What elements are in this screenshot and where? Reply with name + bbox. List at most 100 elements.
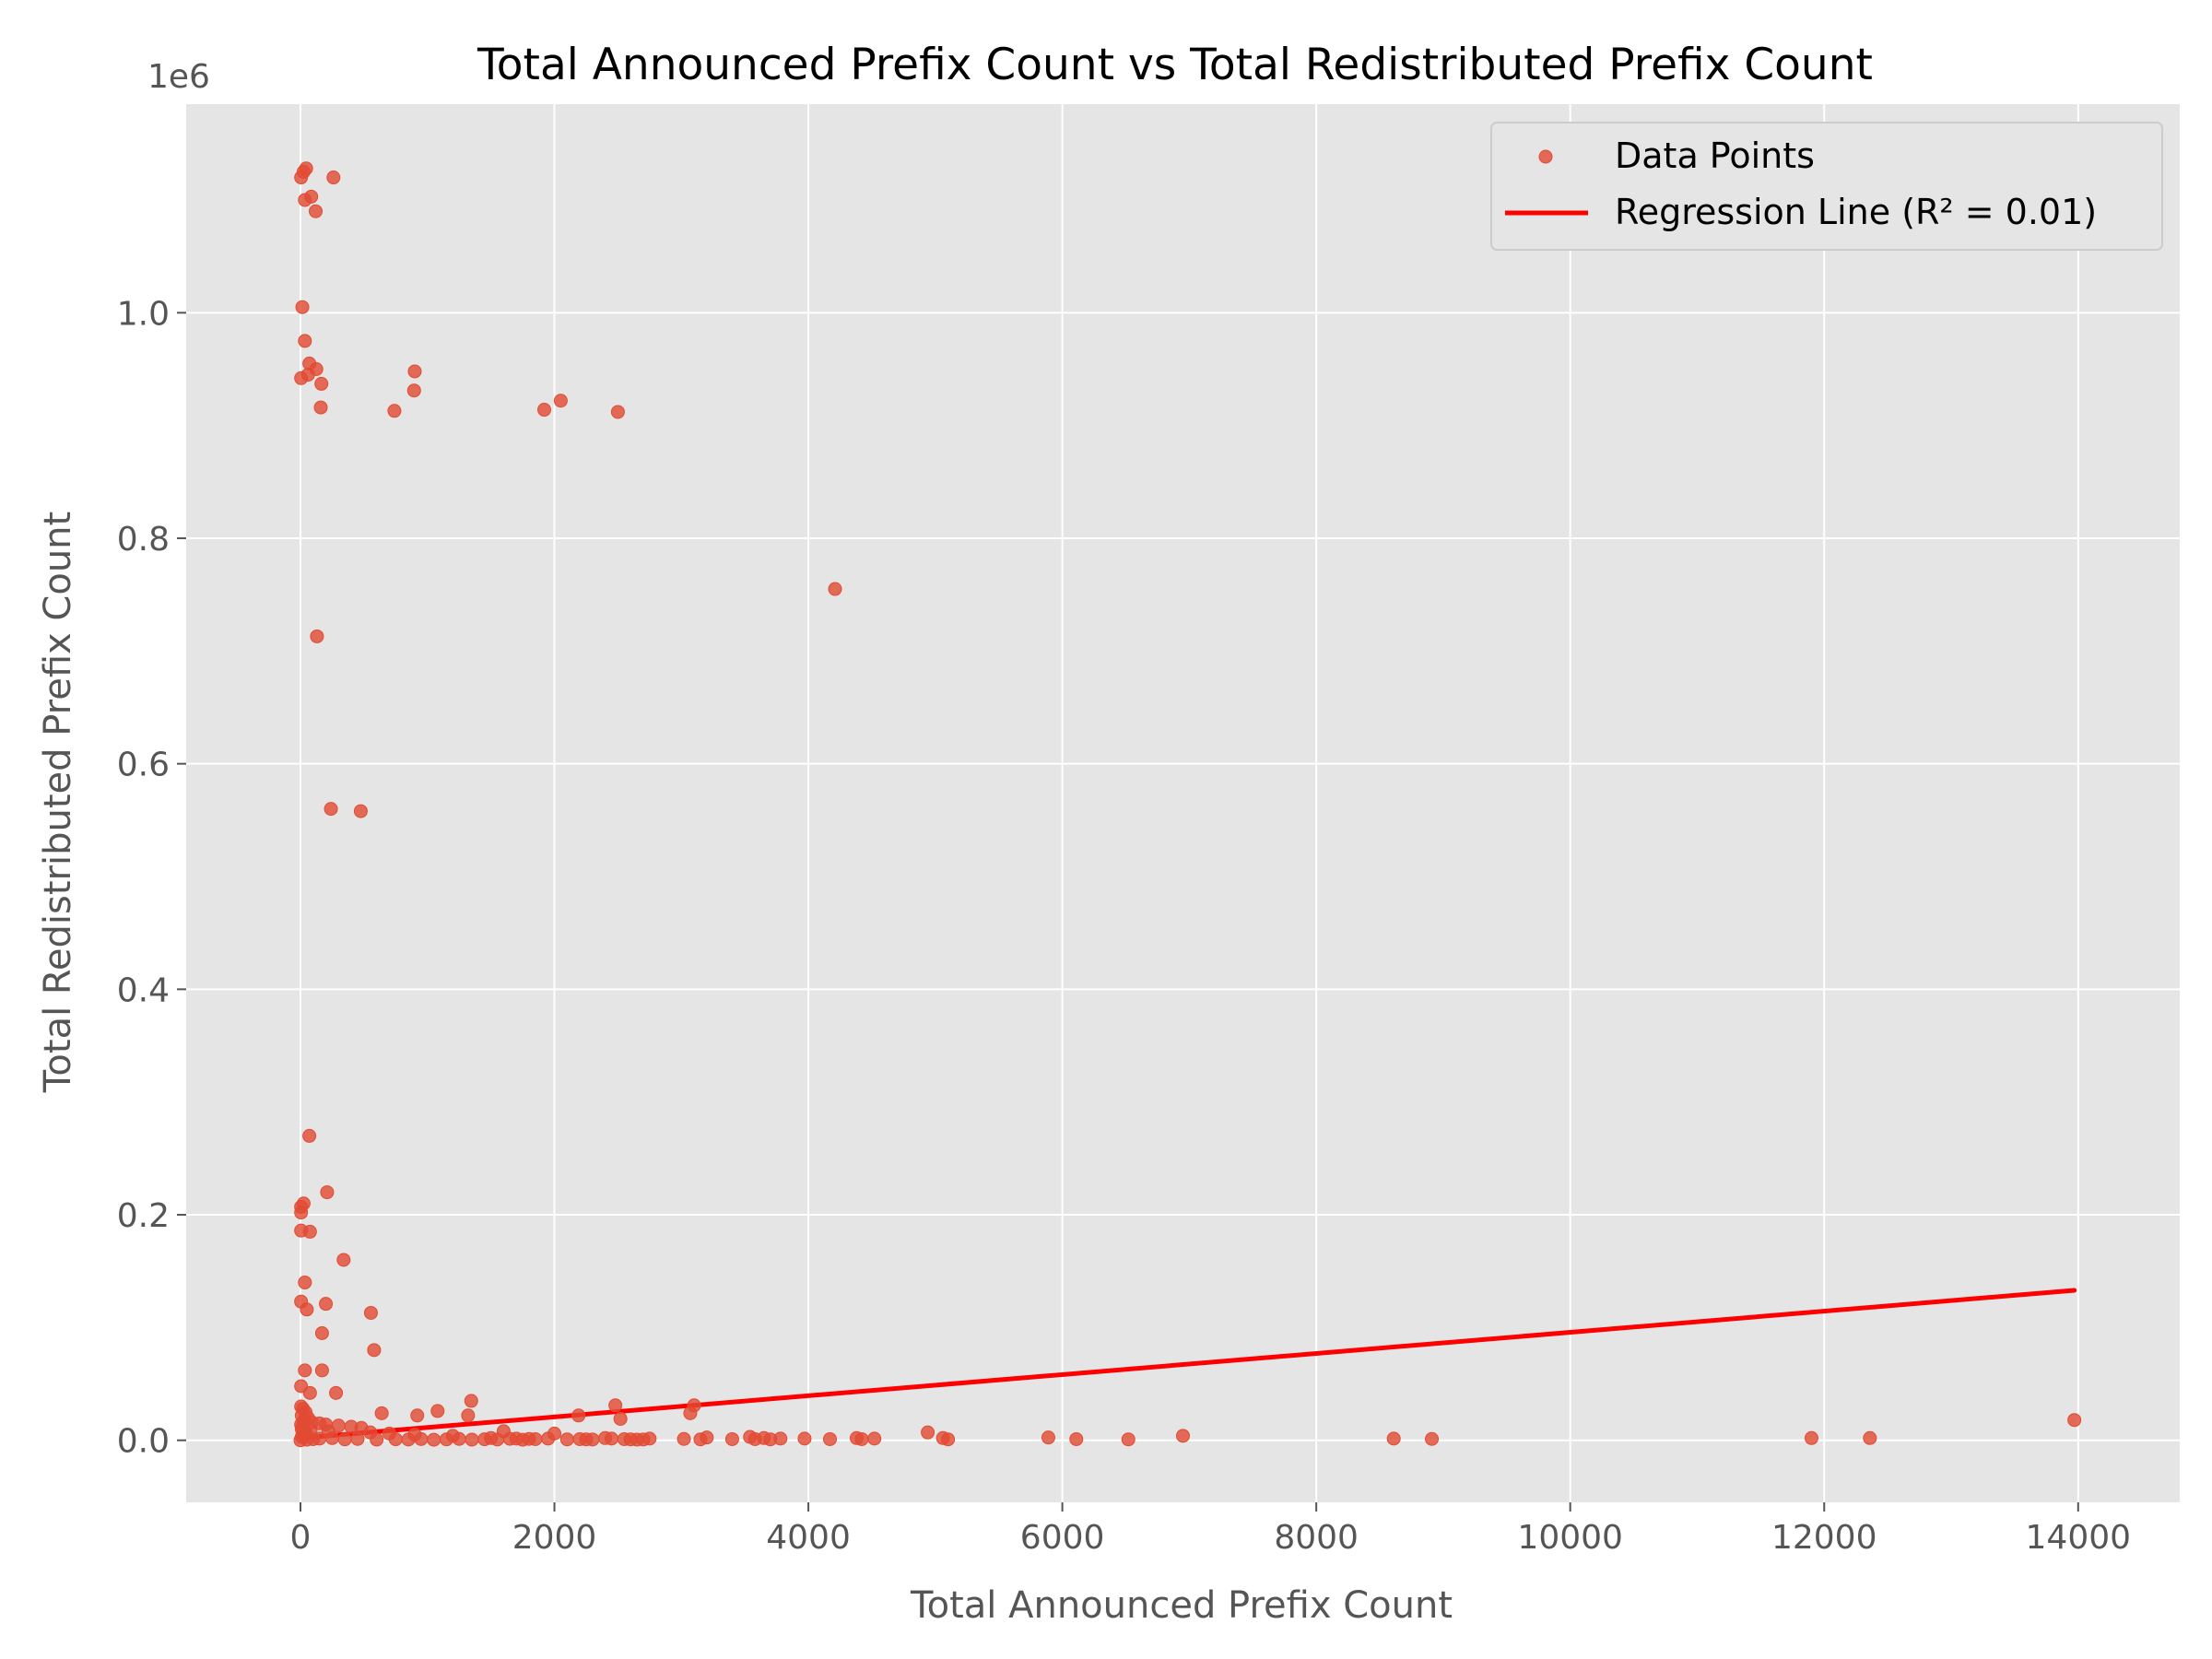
- x-tick-label: 10000: [1517, 1519, 1623, 1557]
- data-point: [502, 1431, 517, 1446]
- data-point: [370, 1432, 384, 1447]
- x-tick-label: 6000: [1020, 1519, 1105, 1557]
- data-point: [313, 400, 328, 415]
- plot-area: [186, 104, 2180, 1502]
- data-point: [528, 1431, 543, 1446]
- data-point: [299, 161, 313, 176]
- data-point: [477, 1432, 492, 1447]
- data-point: [2067, 1413, 2082, 1428]
- data-point: [298, 334, 312, 348]
- data-point: [312, 1431, 327, 1446]
- y-tick-label: 0.8: [117, 521, 170, 559]
- x-tick-label: 14000: [2026, 1519, 2132, 1557]
- data-point: [353, 804, 368, 818]
- x-tick-label: 12000: [1771, 1519, 1877, 1557]
- data-point: [326, 171, 341, 185]
- data-point: [430, 1404, 445, 1418]
- data-point: [324, 1430, 339, 1445]
- data-point: [559, 1432, 574, 1447]
- data-point: [294, 371, 309, 385]
- data-point: [1069, 1431, 1084, 1446]
- data-point: [941, 1432, 956, 1447]
- regression-line: [298, 1288, 2077, 1441]
- data-point: [414, 1431, 429, 1446]
- data-point: [1121, 1432, 1135, 1447]
- data-point: [319, 1297, 334, 1312]
- data-point: [700, 1430, 714, 1445]
- data-point: [1425, 1431, 1440, 1446]
- data-point: [302, 1128, 317, 1143]
- x-axis-label: Total Announced Prefix Count: [910, 1584, 1453, 1627]
- data-point: [683, 1406, 698, 1420]
- data-point: [329, 1385, 344, 1400]
- data-point: [439, 1432, 453, 1447]
- data-point: [314, 1325, 329, 1340]
- data-point: [822, 1431, 837, 1446]
- data-point: [406, 383, 421, 398]
- data-point: [571, 1408, 586, 1423]
- data-point: [610, 405, 625, 419]
- y-axis-ticks: 0.0 0.2 0.4 0.6 0.8 1.0: [117, 295, 186, 1461]
- data-point: [465, 1432, 479, 1447]
- y-axis-label: Total Redistributed Prefix Count: [37, 512, 79, 1093]
- data-point: [374, 1406, 389, 1420]
- data-point: [1176, 1429, 1190, 1443]
- data-point: [642, 1431, 657, 1446]
- data-point: [773, 1431, 788, 1446]
- x-tick-label: 0: [290, 1519, 312, 1557]
- data-point: [1386, 1431, 1401, 1446]
- data-point: [310, 629, 324, 643]
- y-axis-offset-label: 1e6: [147, 58, 210, 96]
- data-point: [515, 1432, 530, 1447]
- data-point: [350, 1431, 365, 1446]
- data-point: [296, 1414, 311, 1429]
- data-point: [336, 1253, 351, 1267]
- legend: Data Points Regression Line (R² = 0.01): [1490, 122, 2163, 251]
- x-axis-ticks: 0 2000 4000 6000 8000 10000 12000 14000: [290, 1502, 2132, 1557]
- data-point: [553, 394, 568, 408]
- data-point: [608, 1398, 623, 1413]
- legend-box: [1490, 122, 2163, 251]
- regression-layer: [298, 1288, 2077, 1441]
- legend-label-data-points: Data Points: [1615, 135, 1815, 176]
- data-point: [1041, 1430, 1055, 1445]
- data-point: [300, 1302, 314, 1317]
- data-point: [387, 404, 402, 418]
- x-tick-label: 8000: [1274, 1519, 1359, 1557]
- data-point: [401, 1432, 416, 1447]
- data-point: [407, 364, 422, 379]
- data-point: [867, 1431, 882, 1446]
- data-point: [320, 1185, 335, 1200]
- data-point: [410, 1408, 425, 1423]
- data-point: [461, 1408, 476, 1423]
- data-point: [295, 300, 310, 314]
- data-point: [363, 1305, 378, 1320]
- data-point: [298, 193, 312, 207]
- data-point: [613, 1411, 628, 1426]
- y-tick-label: 1.0: [117, 295, 170, 333]
- chart-title: Total Announced Prefix Count vs Total Re…: [477, 40, 1873, 90]
- data-point: [1804, 1430, 1818, 1445]
- data-point: [299, 1426, 313, 1441]
- legend-label-regression: Regression Line (R² = 0.01): [1615, 192, 2097, 232]
- data-point: [302, 1385, 317, 1400]
- data-point: [388, 1432, 403, 1447]
- data-point: [585, 1432, 600, 1447]
- data-point: [828, 582, 842, 596]
- data-point: [427, 1432, 441, 1447]
- data-point: [1863, 1430, 1877, 1445]
- data-point: [464, 1394, 478, 1408]
- data-point: [541, 1431, 556, 1446]
- data-point: [337, 1432, 352, 1447]
- data-point: [677, 1431, 691, 1446]
- scatter-points: [293, 161, 2082, 1448]
- legend-marker-data-points: [1538, 149, 1553, 164]
- data-point: [921, 1425, 935, 1440]
- data-point: [490, 1432, 505, 1447]
- y-tick-label: 0.4: [117, 971, 170, 1009]
- data-point: [367, 1343, 382, 1358]
- data-point: [298, 1275, 312, 1289]
- data-point: [324, 802, 338, 817]
- data-point: [537, 403, 552, 418]
